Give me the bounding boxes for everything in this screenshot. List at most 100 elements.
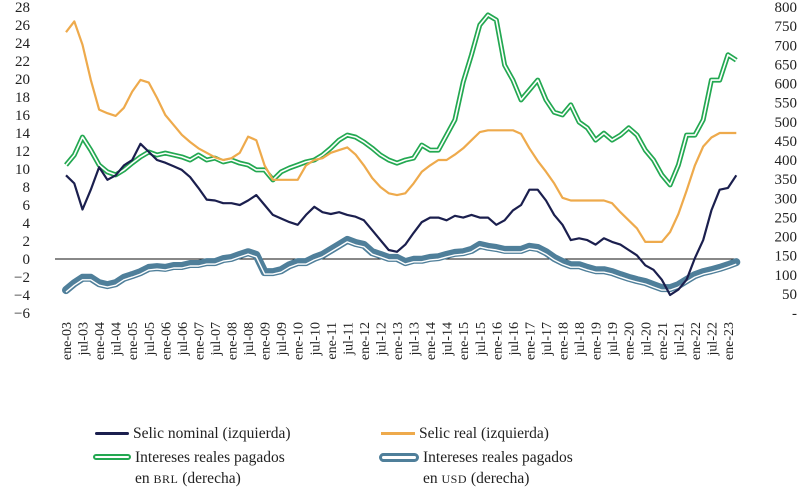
x-tick-label: ene-09 — [259, 322, 274, 360]
left-tick-label: 20 — [15, 72, 30, 88]
x-tick-label: ene-13 — [391, 322, 406, 360]
x-tick-label: jul-16 — [507, 322, 522, 356]
left-tick-label: −2 — [14, 270, 30, 286]
legend-swatch-selic-real — [381, 432, 415, 435]
x-tick-label: ene-11 — [325, 322, 340, 360]
legend-swatch-selic-nominal — [95, 432, 129, 435]
x-tick-label: ene-04 — [93, 322, 108, 360]
x-tick-label: ene-21 — [656, 322, 671, 360]
right-tick-label: 500 — [775, 115, 798, 131]
right-tick-label: 300 — [775, 191, 798, 207]
x-tick-label: ene-03 — [60, 322, 75, 360]
legend-label-line1: Intereses reales pagados — [423, 449, 573, 466]
legend-swatch-intereses-usd — [379, 453, 419, 462]
x-tick-label: jul-07 — [209, 322, 224, 356]
line-intereses-usd-inner — [65, 241, 737, 293]
right-tick-label: 150 — [775, 249, 798, 265]
legend-label-suffix: (derecha) — [467, 470, 530, 487]
right-tick-label: 700 — [775, 38, 798, 54]
x-tick-label: ene-17 — [523, 322, 538, 360]
legend-item-intereses-brl: Intereses reales pagados en BRL (derecha… — [93, 447, 345, 490]
left-tick-label: 2 — [23, 234, 31, 250]
x-tick-label: ene-14 — [424, 322, 439, 360]
x-tick-label: jul-09 — [275, 322, 290, 356]
left-tick-label: 14 — [15, 126, 31, 142]
right-tick-label: 650 — [775, 57, 798, 73]
right-tick-label: 450 — [775, 134, 798, 150]
legend-label: Selic nominal (izquierda) — [133, 425, 291, 442]
right-tick-label: 550 — [775, 96, 798, 112]
right-tick-label: 100 — [775, 268, 798, 284]
x-tick-label: jul-18 — [573, 322, 588, 356]
left-tick-label: 18 — [15, 90, 30, 106]
x-tick-label: ene-22 — [689, 322, 704, 360]
right-tick-label: 250 — [775, 210, 798, 226]
left-tick-label: 28 — [15, 0, 30, 16]
left-tick-label: −6 — [14, 306, 30, 322]
legend-item-selic-nominal: Selic nominal (izquierda) — [95, 423, 343, 444]
x-tick-label: jul-20 — [639, 322, 654, 356]
x-tick-label: jul-13 — [408, 322, 423, 356]
line-selic-nominal — [65, 142, 738, 297]
legend-swatch-intereses-brl — [93, 454, 131, 460]
left-tick-label: 24 — [15, 36, 31, 52]
legend-label: Selic real (izquierda) — [419, 425, 549, 442]
x-tick-label: jul-22 — [705, 322, 720, 356]
legend-label-line2: en BRL (derecha) — [135, 468, 345, 490]
left-tick-label: 10 — [15, 162, 30, 178]
x-tick-label: ene-15 — [457, 322, 472, 360]
right-tick-label: 400 — [775, 153, 798, 169]
x-tick-label: jul-19 — [606, 322, 621, 356]
right-tick-label: 800 — [775, 0, 798, 16]
legend-label: Intereses reales pagados en USD (derecha… — [423, 447, 633, 490]
legend-label-line2: en USD (derecha) — [423, 468, 633, 490]
x-tick-label: jul-05 — [143, 322, 158, 356]
left-tick-label: 8 — [23, 180, 31, 196]
series-lines — [62, 12, 741, 297]
legend-label-unit: BRL — [153, 472, 179, 486]
x-tick-label: jul-03 — [77, 322, 92, 356]
left-tick-label: 6 — [23, 198, 31, 214]
legend-label-prefix: en — [423, 470, 442, 487]
x-tick-label: jul-21 — [672, 322, 687, 356]
x-tick-label: jul-14 — [441, 322, 456, 356]
left-tick-label: 26 — [15, 18, 31, 34]
right-axis-ticks: 800 750 700 650 600 550 500 450 400 350 300 250 200 1… — [775, 0, 798, 322]
x-tick-label: jul-04 — [110, 322, 125, 356]
x-tick-label: jul-06 — [176, 322, 191, 356]
x-tick-label: jul-15 — [474, 322, 489, 356]
x-tick-label: ene-12 — [358, 322, 373, 360]
left-tick-label: 0 — [23, 252, 31, 268]
x-tick-label: jul-08 — [242, 322, 257, 356]
x-tick-label: ene-16 — [490, 322, 505, 360]
right-tick-label: - — [792, 306, 797, 322]
left-tick-label: 22 — [15, 54, 30, 70]
line-intereses-brl-inner — [65, 14, 737, 186]
x-tick-label: jul-12 — [374, 322, 389, 356]
legend-item-intereses-usd: Intereses reales pagados en USD (derecha… — [379, 447, 633, 490]
x-tick-label: jul-17 — [540, 322, 555, 356]
line-selic-real — [65, 20, 737, 243]
right-tick-label: 350 — [775, 172, 798, 188]
legend-label-suffix: (derecha) — [178, 470, 241, 487]
left-tick-label: −4 — [14, 288, 30, 304]
left-tick-label: 4 — [23, 216, 31, 232]
x-tick-label: ene-07 — [192, 322, 207, 360]
x-axis-ticks: ene-03 jul-03 ene-04 jul-04 ene-05 jul-05 ene-… — [60, 322, 737, 360]
line-intereses-usd — [62, 235, 741, 295]
left-tick-label: 12 — [15, 144, 30, 160]
right-tick-label: 750 — [775, 19, 798, 35]
right-tick-label: 200 — [775, 230, 798, 246]
left-tick-label: 16 — [15, 108, 31, 124]
x-tick-label: ene-10 — [292, 322, 307, 360]
x-tick-label: jul-10 — [308, 322, 323, 356]
line-intereses-brl — [64, 12, 738, 188]
x-tick-label: ene-20 — [623, 322, 638, 360]
legend-label-prefix: en — [135, 470, 154, 487]
x-tick-label: ene-08 — [226, 322, 241, 360]
x-tick-label: ene-19 — [590, 322, 605, 360]
right-tick-label: 50 — [782, 287, 797, 303]
legend-label: Intereses reales pagados en BRL (derecha… — [135, 447, 345, 490]
